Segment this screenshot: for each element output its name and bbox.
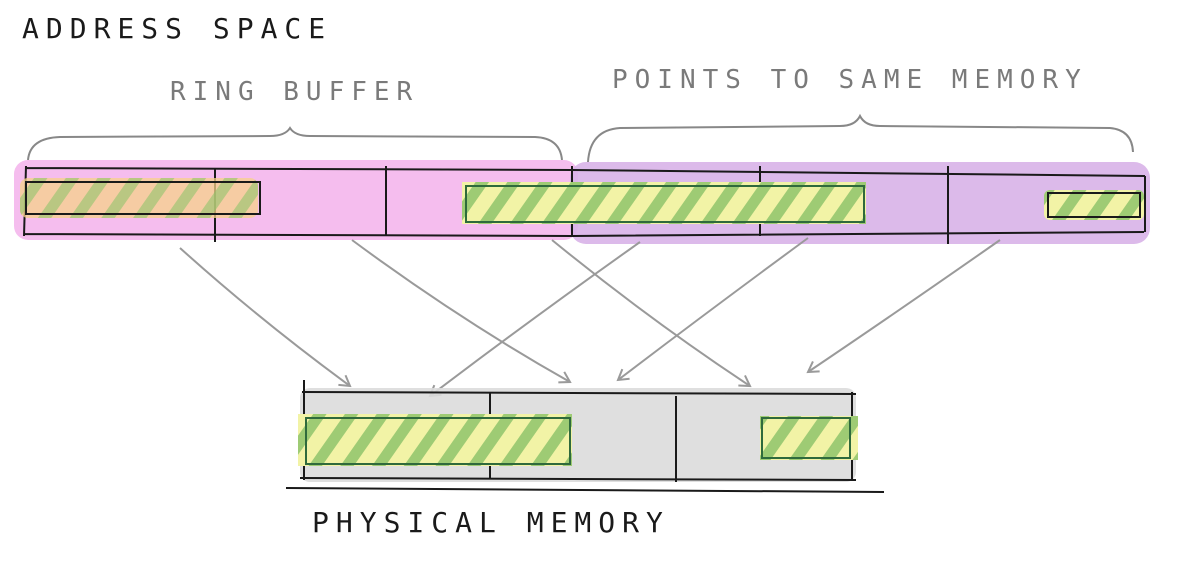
arrow-page3-to-frame3 — [551, 239, 752, 388]
physical-memory-label: PHYSICAL MEMORY — [312, 506, 670, 539]
physical-memory-strip — [285, 391, 885, 493]
physical-data-block-2 — [760, 416, 858, 460]
points-to-same-memory-label: POINTS TO SAME MEMORY — [612, 65, 1088, 95]
arrow-page5-to-frame2 — [616, 237, 809, 382]
arrow-page1-to-frame1 — [179, 247, 352, 388]
arrow-page2-to-frame2 — [351, 239, 572, 384]
data-block-tail — [462, 182, 866, 224]
data-block-end — [1044, 190, 1144, 220]
physical-data-block-1 — [298, 414, 572, 466]
data-block-head — [20, 178, 261, 218]
address-space-label: ADDRESS SPACE — [22, 12, 332, 45]
mapping-arrows — [179, 237, 1001, 398]
mirror-brace — [587, 113, 1134, 163]
ring-buffer-label: RING BUFFER — [170, 77, 419, 107]
arrow-page4-to-frame1 — [428, 241, 641, 398]
arrow-page6-to-frame3 — [806, 239, 1001, 374]
ring-buffer-brace — [27, 126, 563, 161]
